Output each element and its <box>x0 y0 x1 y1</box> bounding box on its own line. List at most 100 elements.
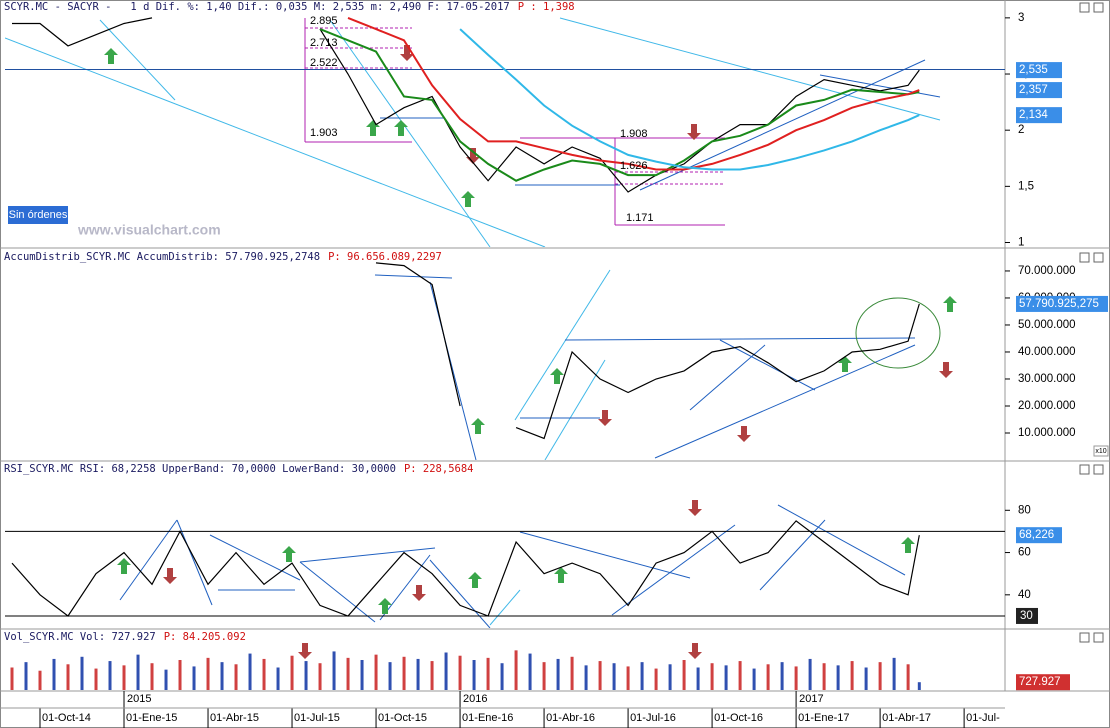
header-text: SCYR.MC - SACYR - 1 d Dif. %: 1,40 Dif.:… <box>4 1 510 13</box>
volume-bar <box>192 666 196 690</box>
trend-line <box>689 344 766 411</box>
volume-bar <box>458 655 462 690</box>
header-p: P: 96.656.089,2297 <box>328 251 442 263</box>
y-tick-label: 30.000.000 <box>1018 373 1076 385</box>
header-p: P: 228,5684 <box>404 463 474 475</box>
panel-header: Vol_SCYR.MC Vol: 727.927 P: 84.205.092 <box>4 631 246 643</box>
last-value-box <box>1016 62 1062 79</box>
volume-bar <box>850 661 854 690</box>
volume-bar <box>24 662 28 690</box>
volume-bar <box>864 667 868 690</box>
trend-line <box>819 74 941 98</box>
volume-bar <box>738 661 742 690</box>
volume-bar <box>136 654 140 690</box>
trend-line <box>489 589 521 626</box>
volume-bar <box>374 654 378 690</box>
band-label: 30 <box>1020 610 1033 622</box>
volume-bar <box>654 668 658 690</box>
trend-line <box>777 504 906 576</box>
y-tick-label: 70.000.000 <box>1018 265 1076 277</box>
trend-line <box>176 519 213 606</box>
header-text: Vol_SCYR.MC Vol: 727.927 <box>4 631 156 643</box>
x-tick-label: 01-Jul- <box>966 712 1000 724</box>
volume-bar <box>514 650 518 690</box>
last-value-box <box>1016 295 1108 312</box>
volume-bar <box>878 662 882 690</box>
x-tick-label: 01-Abr-15 <box>210 712 259 724</box>
volume-bar <box>570 656 574 690</box>
fib-level-label: 1.903 <box>310 127 338 139</box>
x-tick-label: 01-Ene-15 <box>126 712 177 724</box>
panel-control <box>1079 252 1090 263</box>
volume-bar <box>612 663 616 690</box>
x-tick-label: 01-Abr-17 <box>882 712 931 724</box>
volume-bar <box>318 663 322 690</box>
trend-line <box>429 281 477 460</box>
rsi-drawings <box>117 500 915 628</box>
last-value-label: 2,357 <box>1019 84 1048 96</box>
y-tick-label: 1 <box>1018 237 1024 249</box>
header-text: RSI_SCYR.MC RSI: 68,2258 UpperBand: 70,0… <box>4 463 396 475</box>
volume-bar <box>794 666 798 690</box>
panel-control <box>1093 252 1104 263</box>
last-value-box <box>1016 107 1062 124</box>
volume-bar <box>528 653 532 690</box>
trend-line <box>99 19 176 101</box>
y-tick-label: 40.000.000 <box>1018 346 1076 358</box>
volume-bar <box>206 657 210 690</box>
volume-bar <box>892 657 896 690</box>
scale-note-box <box>1093 445 1109 457</box>
volume-bar <box>164 669 168 690</box>
header-p: P : 1,398 <box>518 1 575 13</box>
volume-bar <box>388 662 392 690</box>
trend-line <box>429 559 491 628</box>
fib-level-label: 1.171 <box>626 212 654 224</box>
plot-area <box>5 520 1005 617</box>
volume-bar <box>346 657 350 690</box>
x-tick-label: 01-Jul-15 <box>294 712 340 724</box>
panel-header: RSI_SCYR.MC RSI: 68,2258 UpperBand: 70,0… <box>4 463 473 475</box>
trend-line <box>519 531 691 579</box>
volume-bar <box>52 658 56 690</box>
highlight-ellipse <box>855 297 941 369</box>
fib-level-label: 1.626 <box>620 160 648 172</box>
accum-drawings <box>374 269 957 460</box>
year-label: 2016 <box>463 693 487 705</box>
volume-bar <box>752 668 756 690</box>
volume-bar <box>38 670 42 690</box>
year-label: 2017 <box>799 693 823 705</box>
orders-button[interactable] <box>8 206 68 224</box>
volume-bar <box>276 667 280 690</box>
volume-bar <box>724 665 728 690</box>
trend-line <box>654 344 916 459</box>
volume-bar <box>626 666 630 690</box>
volume-bar <box>668 664 672 690</box>
volume-bar <box>766 664 770 690</box>
last-value-label: 57.790.925,275 <box>1019 298 1099 310</box>
y-tick-label: 80 <box>1018 504 1031 516</box>
trend-line <box>329 19 491 247</box>
band-box <box>1016 607 1038 624</box>
panel-control <box>1079 2 1090 13</box>
orders-button-label[interactable]: Sin órdenes <box>9 209 68 221</box>
volume-bar <box>906 664 910 690</box>
volume-bar <box>262 658 266 690</box>
y-tick-label: 2 <box>1018 124 1024 136</box>
y-tick-label: 50.000.000 <box>1018 319 1076 331</box>
trend-line <box>299 561 376 623</box>
volume-bar <box>416 658 420 690</box>
volume-bar <box>108 661 112 690</box>
volume-bar <box>430 661 434 690</box>
volume-bar <box>360 660 364 690</box>
panel-control <box>1093 2 1104 13</box>
volume-bar <box>500 663 504 690</box>
y-tick-label: 10.000.000 <box>1018 427 1076 439</box>
year-label: 2015 <box>127 693 151 705</box>
plot-area <box>10 650 921 690</box>
watermark: www.visualchart.com <box>77 222 221 238</box>
series-line <box>11 520 920 617</box>
trend-line <box>611 524 736 616</box>
fib-level-label: 2.713 <box>310 37 338 49</box>
trend-line <box>5 37 546 247</box>
